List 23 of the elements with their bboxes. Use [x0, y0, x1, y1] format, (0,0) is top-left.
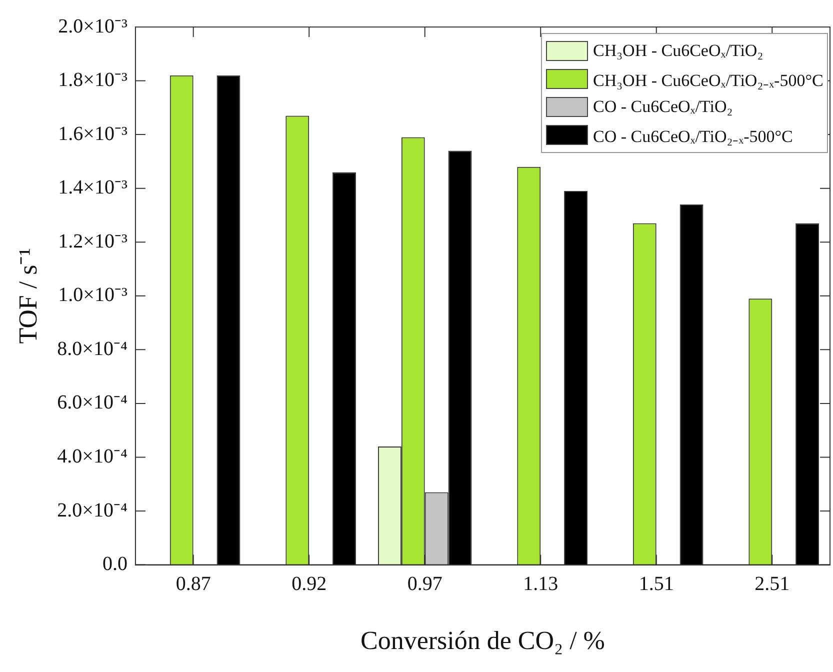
y-tick-label: 6.0×10⁻⁴: [57, 392, 128, 414]
y-tick-label: 4.0×10⁻⁴: [57, 445, 128, 468]
legend-label: CO - Cu6CeOₓ/TiO₂₋ₓ-500°C: [593, 126, 793, 146]
x-tick-label: 1.13: [523, 573, 558, 596]
y-tick-label: 2.0×10⁻³: [58, 15, 128, 38]
x-tick-label: 2.51: [754, 573, 790, 596]
y-tick-label: 8.0×10⁻⁴: [57, 338, 128, 360]
y-tick-label: 1.4×10⁻³: [58, 176, 128, 199]
x-tick-label: 1.51: [638, 573, 674, 596]
y-tick-label: 0.0: [102, 553, 128, 576]
x-tick-label: 0.92: [292, 573, 327, 596]
legend-label: CH₃OH - Cu6CeOₓ/TiO₂: [593, 41, 764, 61]
legend-label: CH₃OH - Cu6CeOₓ/TiO₂₋ₓ-500°C: [593, 70, 824, 90]
y-tick-label: 1.8×10⁻³: [58, 69, 128, 92]
x-axis-title: Conversión de CO₂ / %: [360, 626, 605, 656]
y-axis-title: TOF / s⁻¹: [13, 248, 42, 344]
x-tick-label: 0.97: [407, 573, 442, 596]
x-tick-label: 0.87: [176, 573, 211, 596]
y-tick-label: 1.6×10⁻³: [58, 122, 128, 145]
y-tick-label: 2.0×10⁻⁴: [57, 499, 128, 522]
legend-label: CO - Cu6CeOₓ/TiO₂: [593, 97, 733, 117]
y-tick-label: 1.2×10⁻³: [58, 230, 128, 252]
y-tick-label: 1.0×10⁻³: [58, 284, 128, 306]
